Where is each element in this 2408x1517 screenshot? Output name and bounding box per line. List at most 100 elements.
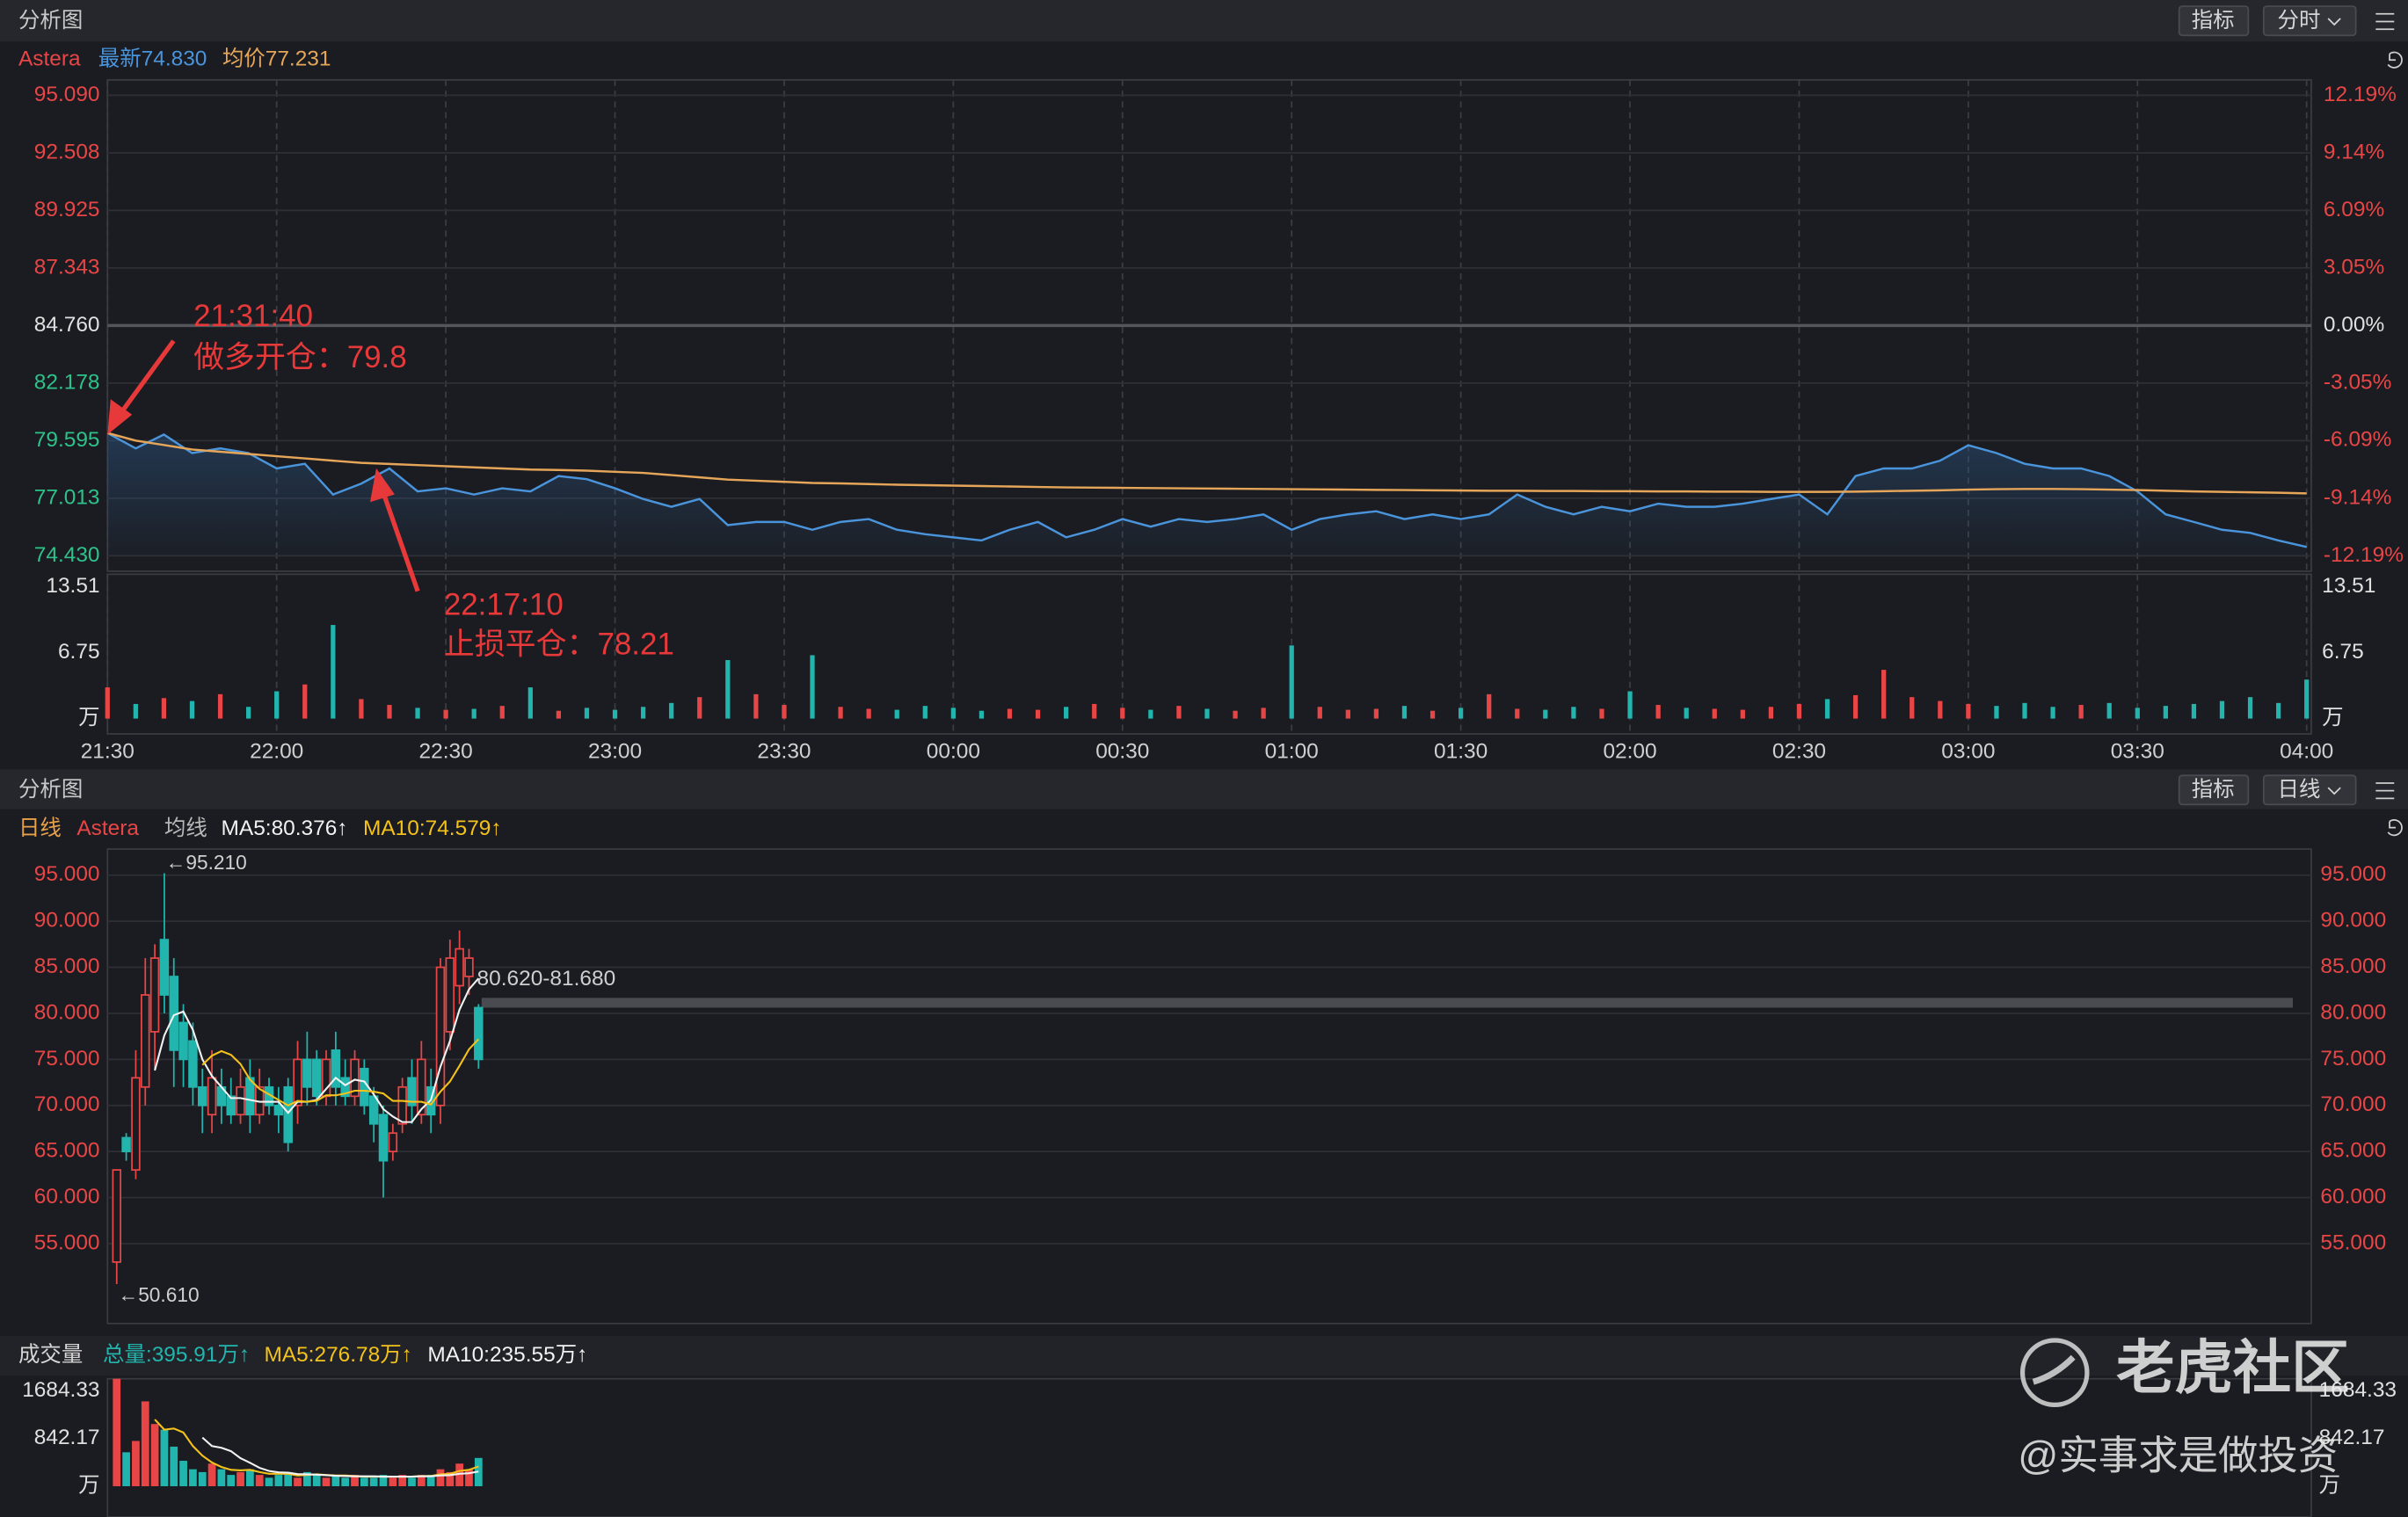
volume-bar bbox=[415, 708, 420, 719]
button[interactable]: 日线 bbox=[2262, 774, 2357, 806]
y-tick-label: 55.000 bbox=[34, 1230, 100, 1254]
menu-icon[interactable] bbox=[2375, 782, 2395, 800]
volume-bar bbox=[866, 708, 871, 719]
volume-bar bbox=[274, 1475, 283, 1486]
candle-body bbox=[378, 1114, 389, 1162]
y2-tick-label: 85.000 bbox=[2320, 954, 2386, 978]
volume-bar bbox=[556, 710, 562, 719]
volume-bar bbox=[331, 1475, 340, 1486]
candle-body bbox=[197, 1085, 207, 1107]
y-tick-label: 842.17 bbox=[34, 1426, 100, 1449]
y-tick-label: 6.75 bbox=[58, 640, 100, 664]
volume-bar bbox=[1035, 709, 1041, 719]
button-label[interactable]: 指标 bbox=[2192, 8, 2235, 33]
button[interactable]: 指标 bbox=[2178, 5, 2250, 37]
volume-bar bbox=[105, 687, 110, 719]
dropdown-icon[interactable] bbox=[2327, 787, 2341, 795]
volume-bar bbox=[2078, 705, 2084, 719]
volume-bar bbox=[246, 1469, 254, 1486]
symbol: Astera bbox=[76, 817, 139, 840]
volume-bar bbox=[697, 697, 702, 719]
button-frame[interactable] bbox=[2178, 5, 2250, 37]
volume-bar bbox=[1459, 708, 1464, 719]
candle-body bbox=[368, 1095, 379, 1125]
volume-bar bbox=[369, 1477, 378, 1486]
volume-bar bbox=[455, 1463, 464, 1486]
y2-tick-label: 9.14% bbox=[2324, 140, 2384, 163]
volume-bar bbox=[640, 707, 646, 719]
volume-bar bbox=[170, 1446, 178, 1486]
panel-title: 成交量 bbox=[18, 1342, 83, 1367]
volume-bar bbox=[274, 691, 280, 719]
candle-body bbox=[311, 1058, 322, 1098]
reset-icon[interactable] bbox=[2387, 51, 2403, 69]
volume-bar bbox=[443, 709, 448, 719]
y2-tick-label: -6.09% bbox=[2324, 428, 2391, 452]
y-tick-label: 74.430 bbox=[34, 543, 100, 567]
volume-bar bbox=[1824, 699, 1830, 719]
button[interactable]: 指标 bbox=[2178, 774, 2250, 806]
candle-body bbox=[112, 1169, 121, 1263]
candle-body bbox=[417, 1058, 426, 1116]
reset-icon[interactable] bbox=[2387, 819, 2403, 837]
button-label[interactable]: 日线 bbox=[2278, 777, 2321, 802]
candle-body bbox=[141, 994, 150, 1088]
y-tick-label: 95.000 bbox=[34, 862, 100, 886]
volume-bar bbox=[284, 1471, 293, 1486]
candle-body bbox=[188, 1040, 198, 1088]
dropdown-icon[interactable] bbox=[2327, 18, 2341, 26]
button-frame[interactable] bbox=[2262, 5, 2357, 37]
volume-bar bbox=[2163, 706, 2168, 719]
volume-bar bbox=[499, 706, 505, 719]
x-tick-label: 22:30 bbox=[419, 739, 473, 763]
y-tick-label: 90.000 bbox=[34, 909, 100, 933]
x-tick-label: 02:00 bbox=[1603, 739, 1656, 763]
y-tick-label: 75.000 bbox=[34, 1047, 100, 1071]
candle-body bbox=[178, 1021, 188, 1061]
button-frame[interactable] bbox=[2178, 774, 2250, 806]
volume-bar bbox=[1627, 691, 1633, 719]
candle-body bbox=[350, 1058, 360, 1098]
candle-body bbox=[283, 1085, 293, 1143]
x-tick-label: 01:00 bbox=[1265, 739, 1319, 763]
y2-tick-label: -9.14% bbox=[2324, 485, 2391, 509]
volume-bar bbox=[331, 625, 336, 719]
annotation: 21:31:40 bbox=[193, 299, 313, 333]
volume-bar bbox=[725, 660, 731, 719]
watermark-logo bbox=[2019, 1338, 2090, 1408]
volume-bar bbox=[341, 1477, 350, 1486]
volume-bar bbox=[1852, 694, 1859, 719]
volume-bar bbox=[1684, 708, 1689, 719]
volume-bar bbox=[179, 1461, 187, 1486]
button-label[interactable]: 指标 bbox=[2192, 777, 2235, 802]
button[interactable]: 分时 bbox=[2262, 5, 2357, 37]
header-bar bbox=[0, 1335, 2408, 1376]
volume-bar bbox=[132, 1441, 140, 1486]
header-bar bbox=[0, 0, 2408, 42]
volume-bar bbox=[1571, 707, 1576, 719]
button-label[interactable]: 分时 bbox=[2278, 8, 2321, 33]
menu-icon[interactable] bbox=[2375, 12, 2395, 31]
volume-bar bbox=[2191, 703, 2197, 719]
volume-bar bbox=[217, 1469, 226, 1486]
button-frame[interactable] bbox=[2262, 774, 2357, 806]
period-label: 日线 bbox=[18, 816, 62, 840]
y-tick-label: 80.000 bbox=[34, 1000, 100, 1024]
candle-body bbox=[121, 1136, 131, 1153]
volume-bar bbox=[2050, 707, 2055, 719]
volume-bar bbox=[227, 1475, 236, 1486]
volume-bar bbox=[1966, 703, 1971, 719]
volume-bar bbox=[189, 1469, 197, 1486]
volume-bar bbox=[1994, 706, 1999, 719]
candle-body bbox=[131, 1077, 141, 1171]
volume-bar bbox=[302, 684, 308, 719]
volume-bar bbox=[2304, 679, 2310, 719]
candle-body bbox=[474, 1006, 484, 1061]
y2-tick-label: 6.09% bbox=[2324, 198, 2384, 221]
candle-body bbox=[388, 1132, 398, 1153]
volume-bar bbox=[161, 698, 167, 719]
volume-bar bbox=[465, 1469, 473, 1486]
annotation: 22:17:10 bbox=[444, 587, 564, 621]
